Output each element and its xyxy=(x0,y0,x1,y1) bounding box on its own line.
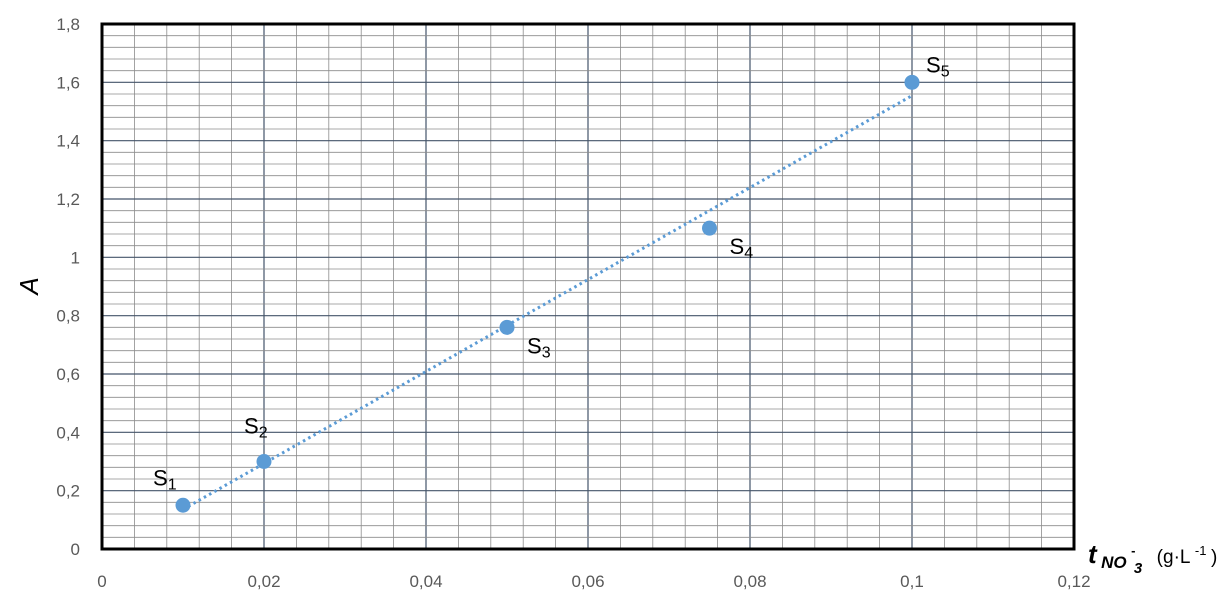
data-points-layer xyxy=(175,74,920,513)
x-axis-label-charge: - xyxy=(1131,543,1135,558)
x-axis-label-symbol: t xyxy=(1088,539,1098,569)
x-tick-label: 0,12 xyxy=(1057,572,1090,591)
x-tick-label: 0 xyxy=(97,572,106,591)
plot-frame xyxy=(100,22,1076,551)
data-point xyxy=(499,319,515,335)
x-tick-label: 0,04 xyxy=(409,572,442,591)
point-label: S2 xyxy=(244,414,268,442)
x-tick-label: 0,06 xyxy=(571,572,604,591)
y-tick-label: 1,6 xyxy=(56,73,80,92)
point-labels: S1 S2 S3 S4 S5 xyxy=(153,52,950,493)
trendline xyxy=(182,94,913,511)
point-label: S3 xyxy=(527,333,551,361)
grid xyxy=(100,22,1076,551)
y-tick-labels: 0 0,2 0,4 0,6 0,8 1 1,2 1,4 1,6 1,8 xyxy=(56,15,80,559)
y-tick-label: 0,8 xyxy=(56,307,80,326)
data-point xyxy=(904,74,920,90)
x-axis-label-unit-exponent: -1 xyxy=(1195,543,1207,558)
x-axis-label-subscript: NO xyxy=(1101,553,1127,572)
data-point xyxy=(256,454,272,469)
y-tick-label: 0 xyxy=(71,540,80,559)
y-tick-label: 0,4 xyxy=(56,423,80,442)
point-label: S4 xyxy=(730,234,754,262)
x-axis-label-unit: (g·L xyxy=(1157,547,1191,568)
y-tick-label: 1 xyxy=(71,248,80,267)
point-label: S5 xyxy=(926,52,950,80)
x-tick-label: 0,1 xyxy=(900,572,924,591)
trendline-layer xyxy=(182,94,913,511)
data-point xyxy=(702,220,717,236)
y-tick-label: 0,6 xyxy=(56,365,80,384)
x-axis-label-sub-index: 3 xyxy=(1134,560,1143,577)
x-tick-label: 0,02 xyxy=(247,572,280,591)
point-label: S1 xyxy=(153,465,177,493)
y-tick-label: 0,2 xyxy=(56,482,80,501)
x-tick-labels: 0 0,02 0,04 0,06 0,08 0,1 0,12 xyxy=(97,572,1090,591)
x-axis-label: t NO - 3 (g·L -1 ) xyxy=(1088,539,1217,577)
x-axis-label-unit-close: ) xyxy=(1211,547,1217,568)
y-tick-label: 1,8 xyxy=(56,15,80,34)
x-tick-label: 0,08 xyxy=(733,572,766,591)
y-axis-label: A xyxy=(14,277,44,296)
y-tick-label: 1,2 xyxy=(56,190,80,209)
data-point xyxy=(175,497,191,513)
y-tick-label: 1,4 xyxy=(56,132,80,151)
